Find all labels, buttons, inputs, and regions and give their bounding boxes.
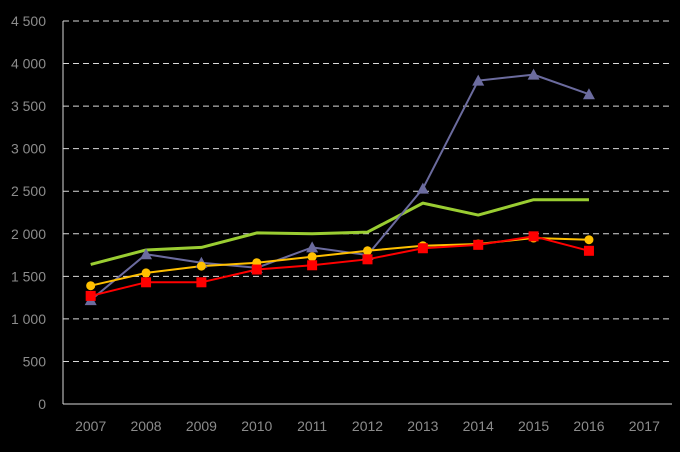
data-point-series-4 bbox=[528, 231, 539, 242]
data-point-series-3 bbox=[86, 281, 96, 291]
data-point-series-2 bbox=[527, 68, 540, 80]
y-tick-label: 2 000 bbox=[11, 226, 46, 242]
x-tick-label: 2014 bbox=[463, 418, 494, 434]
data-point-series-4 bbox=[141, 277, 152, 288]
y-axis-tick-labels: 0 500 1 000 1 500 2 000 2 500 3 000 3 500 4 000 4… bbox=[11, 13, 46, 412]
data-point-series-4 bbox=[307, 260, 318, 271]
x-tick-label: 2016 bbox=[573, 418, 604, 434]
data-point-series-3 bbox=[584, 235, 594, 245]
data-point-series-4 bbox=[362, 254, 373, 265]
data-point-series-4 bbox=[417, 243, 428, 254]
data-point-series-3 bbox=[363, 246, 372, 256]
x-tick-label: 2017 bbox=[629, 418, 660, 434]
data-point-series-2 bbox=[416, 182, 429, 194]
data-point-series-4 bbox=[196, 277, 207, 288]
y-tick-label: 4 500 bbox=[11, 13, 46, 29]
data-point-series-2 bbox=[306, 241, 319, 253]
data-point-series-3 bbox=[196, 261, 206, 271]
x-tick-label: 2011 bbox=[297, 418, 327, 434]
x-axis-tick-labels: 2007 2008 2009 2010 2011 2012 2013 2014 2015 2016… bbox=[75, 418, 660, 434]
data-point-series-4 bbox=[85, 290, 96, 301]
data-point-series-4 bbox=[473, 239, 484, 250]
data-point-series-2 bbox=[582, 88, 595, 100]
x-tick-label: 2015 bbox=[518, 418, 549, 434]
data-point-series-4 bbox=[583, 245, 594, 256]
data-point-series-4 bbox=[251, 264, 262, 275]
data-point-series-3 bbox=[141, 268, 151, 278]
x-tick-label: 2008 bbox=[130, 418, 161, 434]
x-tick-label: 2013 bbox=[407, 418, 438, 434]
y-tick-label: 1 500 bbox=[11, 268, 46, 284]
series-line-1 bbox=[90, 198, 589, 266]
y-tick-label: 0 bbox=[38, 396, 46, 412]
y-tick-label: 500 bbox=[23, 353, 47, 369]
data-point-series-3 bbox=[307, 252, 317, 262]
y-tick-label: 3 500 bbox=[11, 98, 46, 114]
x-tick-label: 2007 bbox=[75, 418, 106, 434]
x-tick-label: 2009 bbox=[186, 418, 217, 434]
series-line-4 bbox=[90, 235, 590, 297]
series-lines bbox=[84, 68, 595, 306]
gridlines bbox=[62, 20, 672, 405]
y-tick-label: 2 500 bbox=[11, 183, 46, 199]
series-line-2 bbox=[90, 73, 590, 301]
x-tick-label: 2010 bbox=[241, 418, 272, 434]
data-point-series-2 bbox=[140, 248, 153, 260]
data-point-series-2 bbox=[472, 74, 485, 86]
y-tick-label: 1 000 bbox=[11, 311, 46, 327]
y-tick-label: 4 000 bbox=[11, 56, 46, 72]
y-tick-label: 3 000 bbox=[11, 141, 46, 157]
x-tick-label: 2012 bbox=[352, 418, 383, 434]
